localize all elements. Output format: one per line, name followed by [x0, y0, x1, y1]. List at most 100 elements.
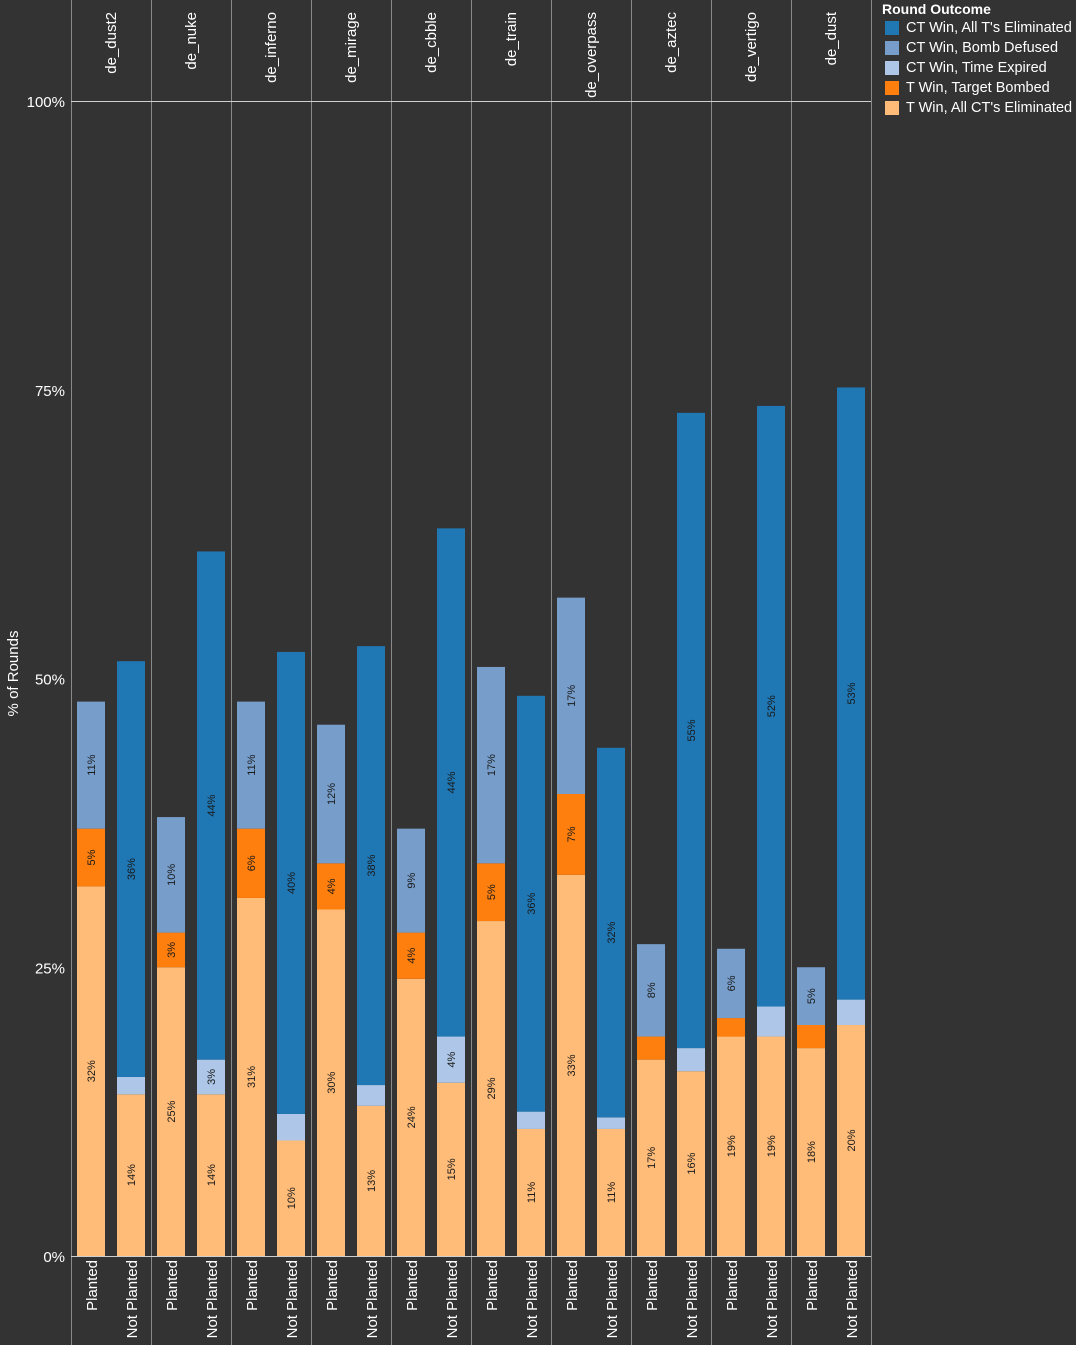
- bar-value-label: 14%: [206, 1164, 218, 1186]
- grid-lines: [71, 101, 871, 1257]
- bar-segment: [837, 1025, 865, 1256]
- legend-label: CT Win, Time Expired: [906, 60, 1047, 76]
- bar-segment: [637, 1059, 665, 1256]
- bar-value-label: 11%: [606, 1182, 618, 1203]
- legend-swatch: [885, 61, 899, 75]
- x-category-label: Not Planted: [204, 1260, 221, 1338]
- bar-segment: [437, 1082, 465, 1256]
- bar-segment: [117, 1076, 145, 1095]
- x-category-label: Planted: [244, 1260, 261, 1311]
- bar-segment: [317, 863, 345, 910]
- map-header-label: de_mirage: [343, 12, 360, 83]
- bar-value-label: 3%: [166, 942, 178, 958]
- bar-value-label: 15%: [446, 1158, 458, 1180]
- bar-segment: [197, 551, 225, 1060]
- x-category-label: Not Planted: [364, 1260, 381, 1338]
- map-header-label: de_aztec: [663, 12, 680, 73]
- x-category-label: Not Planted: [604, 1260, 621, 1338]
- x-category-label: Planted: [644, 1260, 661, 1311]
- x-category-label: Not Planted: [684, 1260, 701, 1338]
- bar-value-label: 11%: [246, 754, 258, 775]
- bar-segment: [477, 666, 505, 864]
- legend-label: CT Win, All T's Eliminated: [906, 20, 1072, 36]
- bar-segment: [677, 1071, 705, 1256]
- bar-value-label: 10%: [286, 1187, 298, 1209]
- bar-value-label: 31%: [246, 1066, 258, 1088]
- bar-segment: [837, 387, 865, 1000]
- bar-value-label: 4%: [326, 878, 338, 894]
- x-category-label: Planted: [804, 1260, 821, 1311]
- y-axis-title: % of Rounds: [5, 631, 22, 717]
- bar-segment: [717, 1018, 745, 1037]
- map-header-label: de_train: [503, 12, 520, 66]
- map-header-label: de_overpass: [583, 12, 600, 98]
- bar-segment: [797, 1025, 825, 1049]
- bar-segment: [437, 528, 465, 1037]
- bar-segment: [557, 794, 585, 875]
- legend-item: CT Win, Bomb Defused: [882, 38, 1076, 58]
- bar-value-label: 11%: [86, 754, 98, 775]
- x-category-label: Not Planted: [764, 1260, 781, 1338]
- bar-value-label: 33%: [566, 1054, 578, 1076]
- bar-value-label: 38%: [366, 854, 378, 876]
- bar-segment: [197, 1059, 225, 1095]
- legend-label: T Win, All CT's Eliminated: [906, 100, 1073, 116]
- x-category-label: Not Planted: [124, 1260, 141, 1338]
- bar-segment: [237, 828, 265, 898]
- bar-segment: [757, 1006, 785, 1037]
- map-header-label: de_dust2: [103, 12, 120, 74]
- x-category-label: Planted: [324, 1260, 341, 1311]
- bar-segment: [157, 817, 185, 933]
- bar-segment: [477, 921, 505, 1256]
- bar-segment: [677, 1048, 705, 1072]
- legend-item: CT Win, All T's Eliminated: [882, 18, 1076, 38]
- bar-segment: [397, 978, 425, 1256]
- bar-segment: [397, 828, 425, 933]
- bar-value-label: 17%: [486, 754, 498, 776]
- x-category-label: Not Planted: [844, 1260, 861, 1338]
- bar-segment: [197, 1094, 225, 1256]
- bar-value-label: 20%: [846, 1129, 858, 1151]
- legend: Round Outcome CT Win, All T's Eliminated…: [882, 1, 1076, 118]
- bar-segment: [717, 948, 745, 1019]
- bar-labels-layer: 32% 5% 11% 14% 36% 25% 3% 10% 14% 3% 44% 31% 6% 11% 10…: [86, 682, 858, 1209]
- panel-dividers: [71, 0, 872, 1345]
- bar-segment: [77, 828, 105, 887]
- y-tick-label: 0%: [43, 1249, 65, 1266]
- map-header-label: de_dust: [823, 11, 840, 65]
- x-category-label: Not Planted: [284, 1260, 301, 1338]
- legend-swatch: [885, 21, 899, 35]
- y-tick-label: 100%: [27, 94, 65, 111]
- bar-segment: [517, 1128, 545, 1256]
- x-category-label: Planted: [404, 1260, 421, 1311]
- x-category-label: Not Planted: [524, 1260, 541, 1338]
- bar-segment: [157, 932, 185, 968]
- bars-layer: [77, 387, 865, 1256]
- bar-value-label: 5%: [86, 849, 98, 865]
- bar-segment: [157, 967, 185, 1256]
- legend-label: T Win, Target Bombed: [906, 80, 1050, 96]
- bar-value-label: 5%: [806, 988, 818, 1004]
- bar-segment: [357, 646, 385, 1086]
- bar-segment: [757, 1036, 785, 1256]
- bar-value-label: 10%: [166, 864, 178, 886]
- legend-title: Round Outcome: [882, 1, 991, 17]
- bar-value-label: 9%: [406, 872, 418, 888]
- legend-item: CT Win, Time Expired: [882, 58, 1076, 78]
- legend-label: CT Win, Bomb Defused: [906, 40, 1059, 56]
- bar-segment: [797, 967, 825, 1025]
- map-header-label: de_inferno: [263, 12, 280, 83]
- bar-segment: [557, 874, 585, 1256]
- x-category-label: Not Planted: [444, 1260, 461, 1338]
- bar-segment: [677, 412, 705, 1049]
- map-header-label: de_cbble: [423, 12, 440, 73]
- bar-segment: [637, 1036, 665, 1060]
- bar-value-label: 36%: [126, 858, 138, 880]
- bar-segment: [317, 724, 345, 864]
- bar-segment: [277, 1113, 305, 1141]
- legend-swatch: [885, 101, 899, 115]
- bar-value-label: 30%: [326, 1072, 338, 1094]
- bar-segment: [357, 1085, 385, 1106]
- bar-value-label: 52%: [766, 695, 778, 717]
- bar-value-label: 44%: [446, 771, 458, 793]
